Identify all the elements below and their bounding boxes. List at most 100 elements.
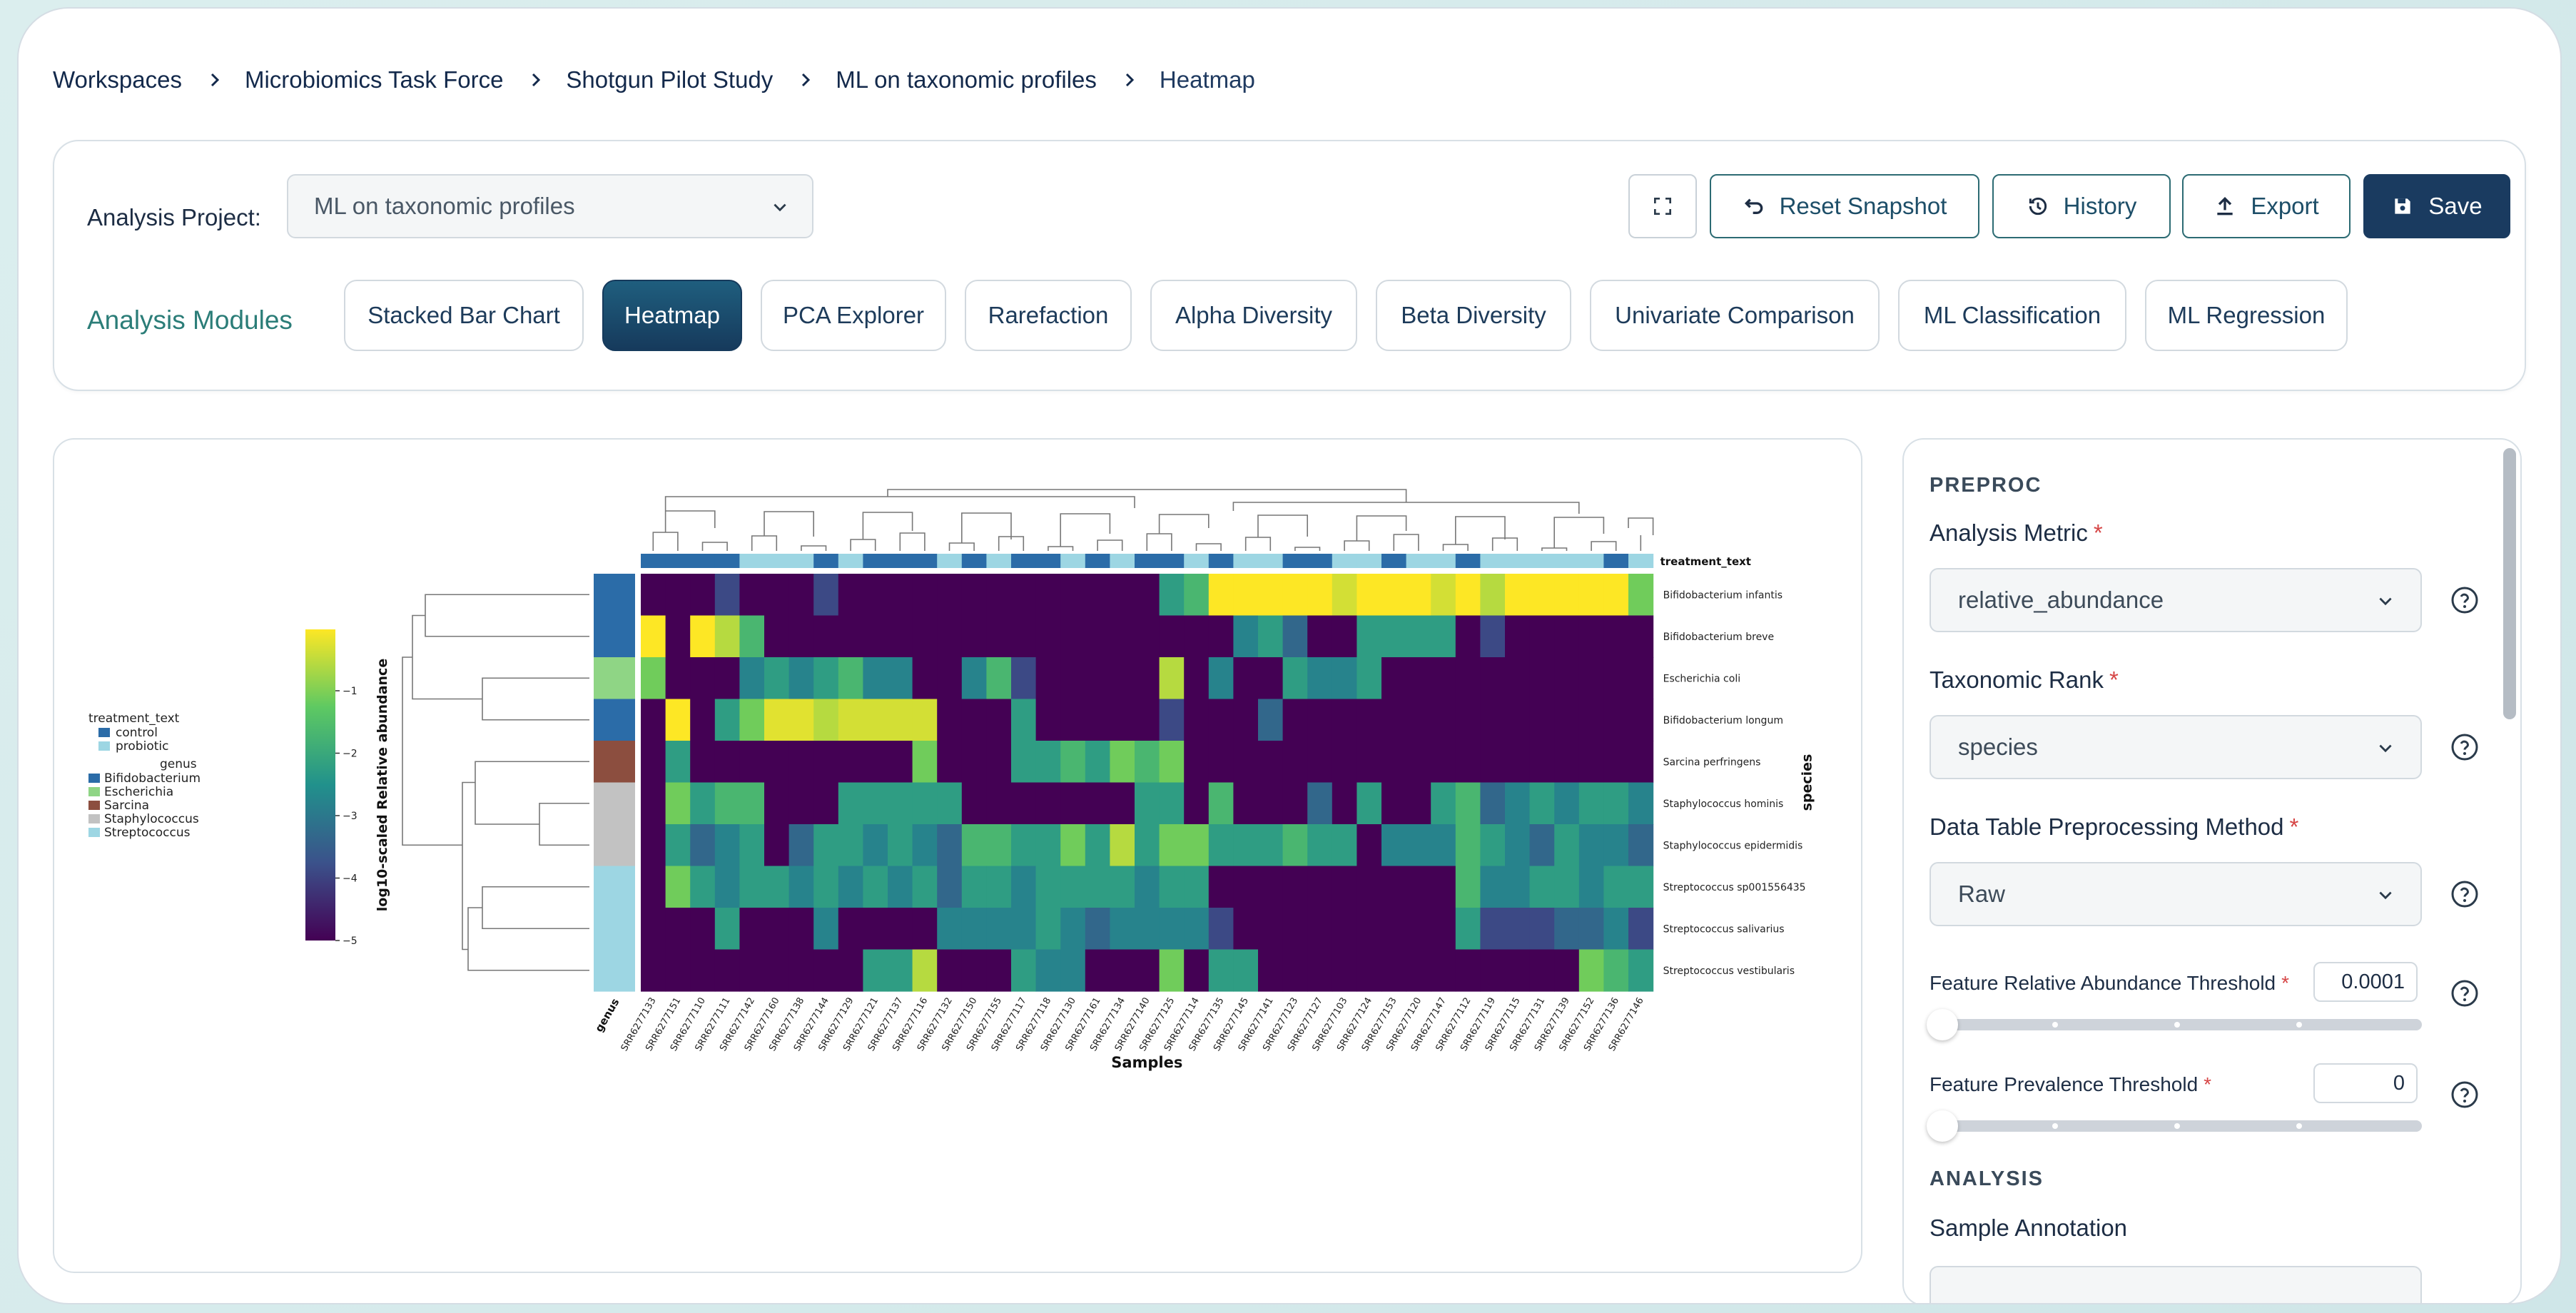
- heatmap-cell: [1060, 782, 1086, 825]
- treatment-annotation-cell: [739, 554, 765, 568]
- abundance-threshold-slider[interactable]: [1927, 1009, 2422, 1040]
- analysis-metric-value: relative_abundance: [1958, 587, 2164, 613]
- heatmap-cell: [1060, 699, 1086, 741]
- heatmap-cell: [1406, 615, 1431, 658]
- heatmap-cell: [1406, 824, 1431, 867]
- prevalence-threshold-input[interactable]: 0: [2313, 1063, 2418, 1103]
- legend-swatch: [88, 774, 100, 783]
- heatmap-cell: [1357, 908, 1382, 950]
- breadcrumb-workspaces[interactable]: Workspaces: [53, 66, 182, 93]
- heatmap-cell: [1603, 615, 1629, 658]
- history-button[interactable]: History: [1992, 174, 2171, 238]
- taxonomic-rank-label: Taxonomic Rank *: [1930, 666, 2119, 694]
- heatmap-cell: [1431, 824, 1456, 867]
- module-beta-diversity[interactable]: Beta Diversity: [1376, 280, 1571, 351]
- export-button[interactable]: Export: [2182, 174, 2351, 238]
- panel-scrollbar[interactable]: [2503, 448, 2516, 719]
- heatmap-cell: [1431, 866, 1456, 908]
- heatmap-cell: [1357, 657, 1382, 700]
- analysis-project-select[interactable]: ML on taxonomic profiles: [287, 174, 813, 238]
- species-tick-label: Bifidobacterium infantis: [1663, 589, 1783, 601]
- legend-swatch: [98, 728, 110, 737]
- heatmap-cell: [1135, 657, 1160, 700]
- reset-snapshot-button[interactable]: Reset Snapshot: [1710, 174, 1979, 238]
- heatmap-cell: [986, 866, 1012, 908]
- heatmap-cell: [1035, 657, 1061, 700]
- help-icon[interactable]: [2450, 586, 2479, 614]
- module-ml-classification[interactable]: ML Classification: [1898, 280, 2126, 351]
- heatmap-cell: [813, 574, 839, 617]
- taxonomic-rank-select[interactable]: species: [1930, 715, 2422, 779]
- slider-handle[interactable]: [1927, 1110, 1958, 1142]
- genus-annotation-cell: [594, 699, 635, 741]
- heatmap-cell: [1085, 824, 1110, 867]
- heatmap-cell: [739, 657, 765, 700]
- heatmap-cell: [986, 574, 1012, 617]
- help-icon[interactable]: [2450, 979, 2479, 1008]
- module-ml-regression[interactable]: ML Regression: [2145, 280, 2348, 351]
- treatment-annotation-cell: [788, 554, 814, 568]
- heatmap-cell: [863, 908, 888, 950]
- breadcrumb-microbiomics-task-force[interactable]: Microbiomics Task Force: [244, 66, 504, 93]
- heatmap-cell: [838, 699, 863, 741]
- heatmap-cell: [1554, 574, 1580, 617]
- breadcrumb-ml-on-taxonomic-profiles[interactable]: ML on taxonomic profiles: [836, 66, 1097, 93]
- help-icon[interactable]: [2450, 1080, 2479, 1109]
- column-dendrogram: [652, 489, 1654, 551]
- save-button[interactable]: Save: [2363, 174, 2510, 238]
- heatmap-cell: [1307, 741, 1333, 784]
- breadcrumb-shotgun-pilot-study[interactable]: Shotgun Pilot Study: [566, 66, 774, 93]
- module-alpha-diversity[interactable]: Alpha Diversity: [1150, 280, 1357, 351]
- heatmap-cell: [1184, 741, 1210, 784]
- analysis-metric-select[interactable]: relative_abundance: [1930, 568, 2422, 632]
- heatmap-cell: [1110, 741, 1135, 784]
- module-rarefaction[interactable]: Rarefaction: [965, 280, 1132, 351]
- heatmap-cell: [641, 657, 666, 700]
- heatmap-cell: [1529, 574, 1555, 617]
- heatmap-cell: [1307, 824, 1333, 867]
- species-tick-label: Bifidobacterium longum: [1663, 715, 1783, 726]
- heatmap-cell: [1431, 908, 1456, 950]
- heatmap-cell: [690, 657, 716, 700]
- heatmap-cell: [1011, 699, 1037, 741]
- help-icon[interactable]: [2450, 733, 2479, 761]
- module-pca-explorer[interactable]: PCA Explorer: [761, 280, 946, 351]
- heatmap-cell: [1554, 866, 1580, 908]
- heatmap-cell: [838, 908, 863, 950]
- heatmap-cell: [986, 949, 1012, 992]
- heatmap-cell: [714, 866, 740, 908]
- heatmap-cell: [714, 824, 740, 867]
- help-icon[interactable]: [2450, 880, 2479, 908]
- heatmap-cell: [1258, 657, 1284, 700]
- colorbar: [305, 629, 335, 941]
- heatmap-cell: [1431, 949, 1456, 992]
- heatmap-cell: [1011, 741, 1037, 784]
- preprocessing-method-select[interactable]: Raw: [1930, 862, 2422, 926]
- fullscreen-button[interactable]: [1628, 174, 1697, 238]
- heatmap-cell: [1307, 657, 1333, 700]
- slider-handle[interactable]: [1927, 1009, 1958, 1040]
- heatmap-cell: [1406, 949, 1431, 992]
- heatmap-cell: [714, 908, 740, 950]
- heatmap-cell: [1554, 908, 1580, 950]
- abundance-threshold-input[interactable]: 0.0001: [2313, 962, 2418, 1002]
- heatmap-cell: [1505, 699, 1531, 741]
- module-univariate-comparison[interactable]: Univariate Comparison: [1590, 280, 1880, 351]
- heatmap-cell: [1332, 699, 1357, 741]
- heatmap-cell: [1258, 574, 1284, 617]
- heatmap-cell: [788, 574, 814, 617]
- heatmap-cell: [986, 699, 1012, 741]
- upload-icon: [2217, 196, 2233, 216]
- module-heatmap[interactable]: Heatmap: [602, 280, 742, 351]
- sample-annotation-select[interactable]: [1930, 1266, 2422, 1303]
- module-stacked-bar-chart[interactable]: Stacked Bar Chart: [344, 280, 584, 351]
- heatmap-cell: [1381, 949, 1407, 992]
- legend-swatch: [88, 801, 100, 810]
- prevalence-threshold-slider[interactable]: [1927, 1110, 2422, 1142]
- heatmap-cell: [714, 615, 740, 658]
- heatmap-cell: [1554, 615, 1580, 658]
- heatmap-cell: [1258, 824, 1284, 867]
- heatmap-cell: [1357, 615, 1382, 658]
- heatmap-cell: [1357, 741, 1382, 784]
- heatmap-cell: [1282, 657, 1308, 700]
